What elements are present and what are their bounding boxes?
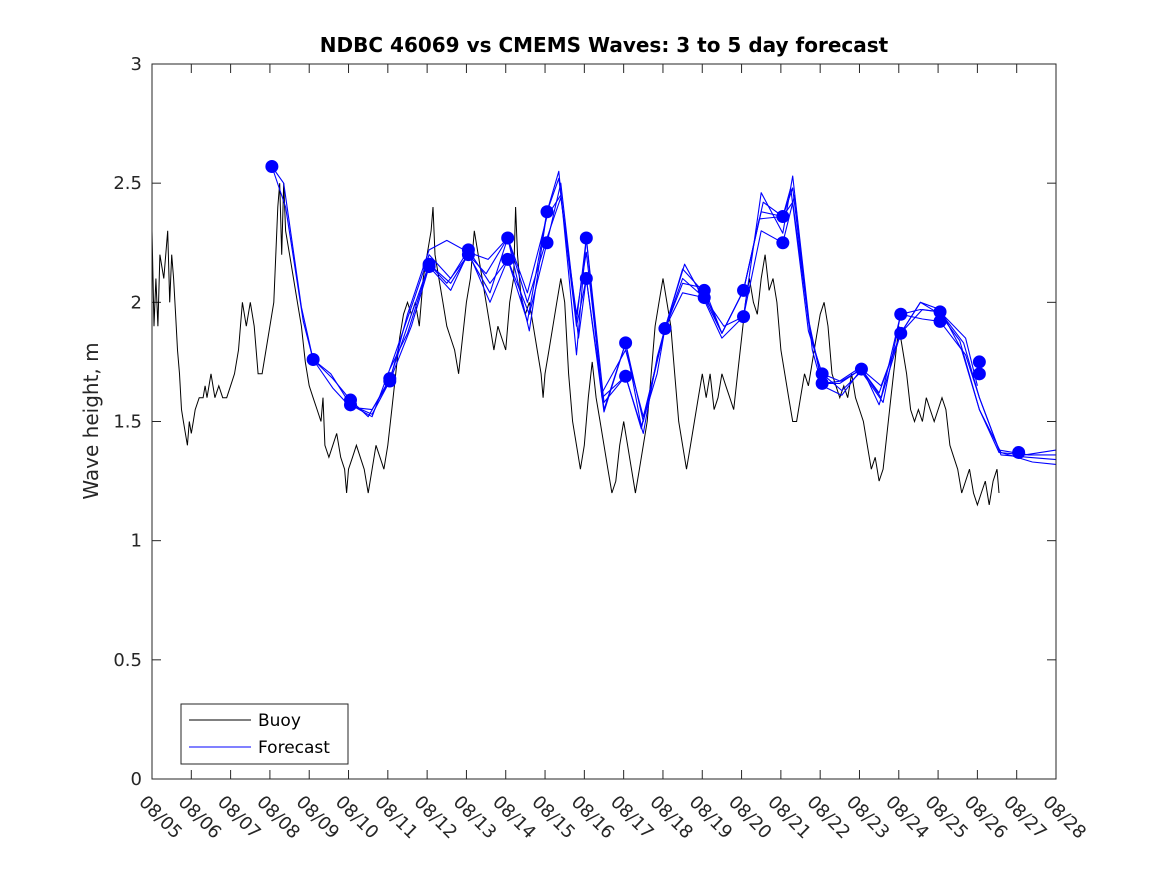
forecast-marker bbox=[1012, 445, 1026, 459]
legend-forecast-label: Forecast bbox=[258, 738, 330, 758]
forecast-marker bbox=[619, 369, 633, 383]
forecast-marker bbox=[619, 336, 633, 350]
forecast-series-line bbox=[350, 187, 1057, 465]
forecast-marker bbox=[933, 305, 947, 319]
forecast-marker bbox=[343, 398, 357, 412]
forecast-marker bbox=[461, 243, 475, 257]
y-tick-label: 3 bbox=[131, 54, 142, 75]
forecast-marker bbox=[697, 291, 711, 305]
y-axis-label: Wave height, m bbox=[79, 342, 103, 499]
buoy-series-line bbox=[151, 183, 1000, 507]
y-tick-label: 0.5 bbox=[113, 650, 142, 671]
forecast-marker bbox=[894, 307, 908, 321]
y-tick-label: 2 bbox=[131, 292, 142, 313]
forecast-marker bbox=[306, 353, 320, 367]
legend: Buoy Forecast bbox=[180, 703, 349, 765]
y-tick-label: 0 bbox=[131, 769, 142, 790]
y-tick-label: 2.5 bbox=[113, 173, 142, 194]
forecast-marker bbox=[894, 326, 908, 340]
forecast-markers bbox=[265, 159, 1026, 459]
forecast-marker bbox=[815, 367, 829, 381]
forecast-marker bbox=[501, 231, 515, 245]
forecast-marker bbox=[737, 310, 751, 324]
forecast-marker bbox=[579, 231, 593, 245]
forecast-marker bbox=[540, 236, 554, 250]
forecast-marker bbox=[579, 272, 593, 285]
forecast-marker bbox=[933, 314, 947, 328]
forecast-marker bbox=[776, 236, 790, 250]
forecast-marker bbox=[383, 372, 397, 386]
forecast-marker bbox=[422, 257, 436, 271]
chart-title: NDBC 46069 vs CMEMS Waves: 3 to 5 day fo… bbox=[320, 33, 889, 57]
y-tick-label: 1.5 bbox=[113, 412, 142, 433]
forecast-marker bbox=[776, 210, 790, 224]
legend-box bbox=[180, 703, 349, 765]
forecast-marker bbox=[972, 355, 986, 369]
forecast-marker bbox=[658, 322, 672, 336]
y-tick-labels: 0 0.5 1 1.5 2 2.5 3 bbox=[113, 54, 142, 790]
forecast-marker bbox=[737, 283, 751, 297]
forecast-marker bbox=[265, 159, 279, 173]
forecast-marker bbox=[972, 367, 986, 381]
forecast-marker bbox=[501, 252, 515, 266]
forecast-marker bbox=[854, 362, 868, 376]
axes-box bbox=[151, 63, 1057, 780]
forecast-marker bbox=[540, 205, 554, 219]
legend-buoy-label: Buoy bbox=[258, 711, 301, 731]
y-tick-label: 1 bbox=[131, 531, 142, 552]
plot-area bbox=[152, 64, 1056, 779]
forecast-marker bbox=[815, 376, 829, 390]
